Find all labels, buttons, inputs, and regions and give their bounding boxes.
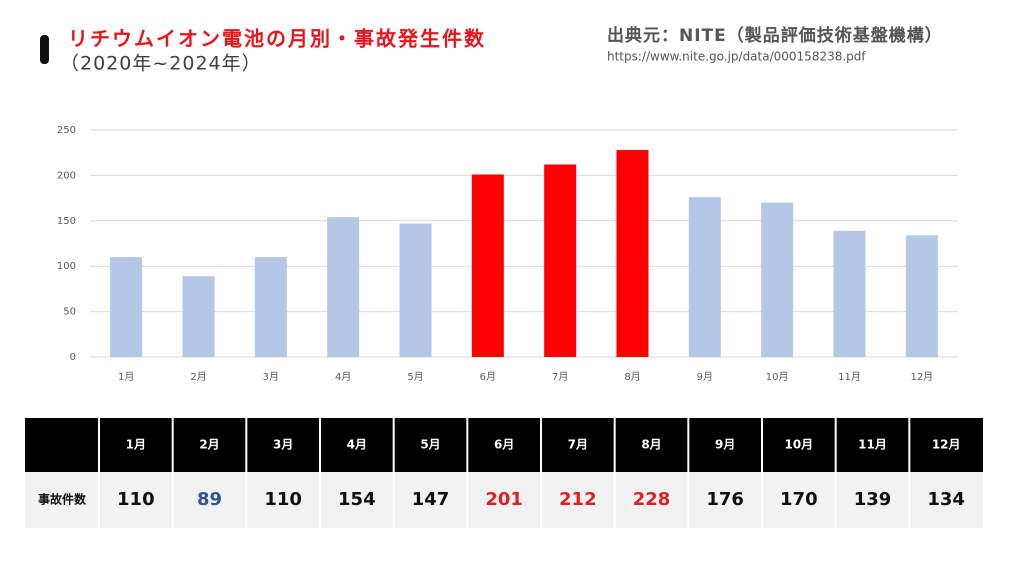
table-header-cell: 11月 [858,438,887,452]
bar [688,197,721,357]
x-tick-label: 10月 [766,371,789,383]
bar [544,164,577,357]
table-header-cell: 1月 [126,438,146,452]
subtitle: （2020年~2024年） [60,53,262,75]
x-tick-label: 4月 [335,371,351,383]
table-value: 139 [854,489,892,510]
y-tick-label: 200 [57,170,76,181]
table-header-cell: 6月 [494,438,514,452]
source-url: https://www.nite.go.jp/data/000158238.pd… [607,50,866,64]
row-label: 事故件数 [38,492,87,507]
bar [616,149,649,357]
y-tick-label: 100 [57,261,76,272]
x-tick-label: 3月 [263,371,279,383]
source: 出典元：NITE（製品評価技術基盤機構） [607,25,943,46]
table-value: 212 [559,489,597,510]
table-header-cell: 12月 [932,438,961,452]
table-value: 228 [633,489,671,510]
table-header [25,418,983,472]
table-value: 147 [412,489,450,510]
table-value: 176 [706,489,744,510]
bar [399,223,432,357]
x-tick-label: 11月 [838,371,861,383]
bar [182,276,215,357]
bar [110,257,143,357]
bar [833,230,866,357]
table-value: 170 [780,489,818,510]
table-value: 134 [927,489,965,510]
bar [905,235,938,357]
y-tick-label: 50 [63,307,76,318]
x-tick-label: 8月 [624,371,640,383]
table-row [25,472,983,528]
x-tick-label: 2月 [190,371,206,383]
table-value: 89 [197,489,222,510]
x-tick-label: 6月 [480,371,496,383]
title: リチウムイオン電池の月別・事故発生件数 [68,27,486,51]
x-tick-label: 12月 [910,371,933,383]
y-tick-label: 150 [57,216,76,227]
table-value: 110 [117,489,155,510]
bar [761,202,794,357]
table-header-cell: 3月 [273,438,293,452]
table-value: 110 [264,489,302,510]
table-header-cell: 4月 [347,438,367,452]
table-header-cell: 5月 [420,438,440,452]
y-tick-label: 250 [57,125,76,136]
x-tick-label: 7月 [552,371,568,383]
x-tick-label: 5月 [407,371,423,383]
table-header-cell: 10月 [784,438,813,452]
bar [471,174,504,357]
table-header-cell: 7月 [568,438,588,452]
bar [327,217,360,357]
table-value: 154 [338,489,376,510]
bar [254,257,287,357]
title-marker [40,35,49,64]
x-tick-label: 1月 [118,371,134,383]
table-header-cell: 8月 [641,438,661,452]
x-tick-label: 9月 [697,371,713,383]
table-header-cell: 2月 [199,438,219,452]
table-value: 201 [485,489,523,510]
table-header-cell: 9月 [715,438,735,452]
y-tick-label: 0 [70,352,76,363]
